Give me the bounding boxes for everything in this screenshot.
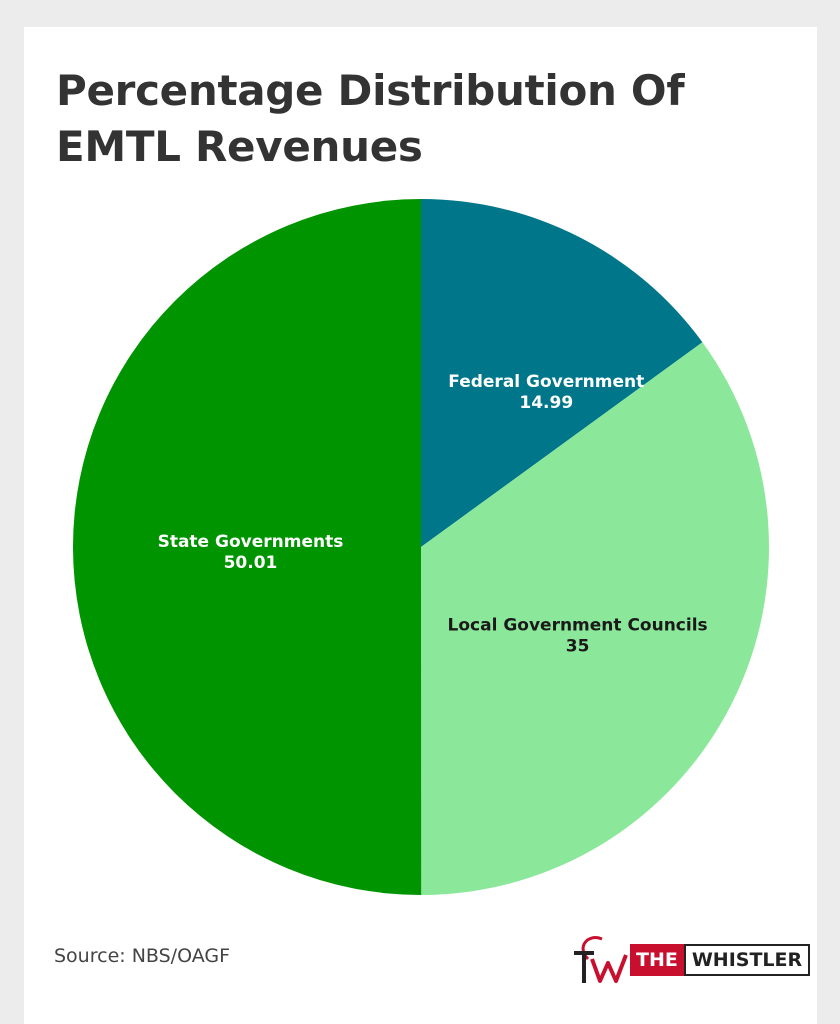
whistler-logo-mark-icon: [574, 936, 628, 983]
logo-text-whistler: WHISTLER: [683, 944, 811, 976]
chart-card: Percentage Distribution Of EMTL Revenues…: [24, 27, 817, 1024]
pie-slices: [72, 199, 770, 895]
logo-text-the: THE: [630, 944, 684, 976]
pie-slice-local-government-councils: [421, 342, 770, 895]
slice-label-value: 50.01: [224, 553, 278, 573]
slice-label-name: State Governments: [158, 532, 344, 552]
pie-slice-state-governments: [72, 199, 422, 895]
slice-label-name: Local Government Councils: [448, 616, 708, 636]
source-note: Source: NBS/OAGF: [54, 945, 231, 967]
chart-title: Percentage Distribution Of EMTL Revenues: [56, 66, 685, 171]
slice-label-value: 35: [566, 637, 590, 657]
pie-slice-federal-government: [421, 199, 703, 547]
slice-label-value: 14.99: [519, 393, 573, 413]
whistler-logo: THE WHISTLER: [568, 929, 811, 991]
slice-label-name: Federal Government: [448, 372, 644, 392]
